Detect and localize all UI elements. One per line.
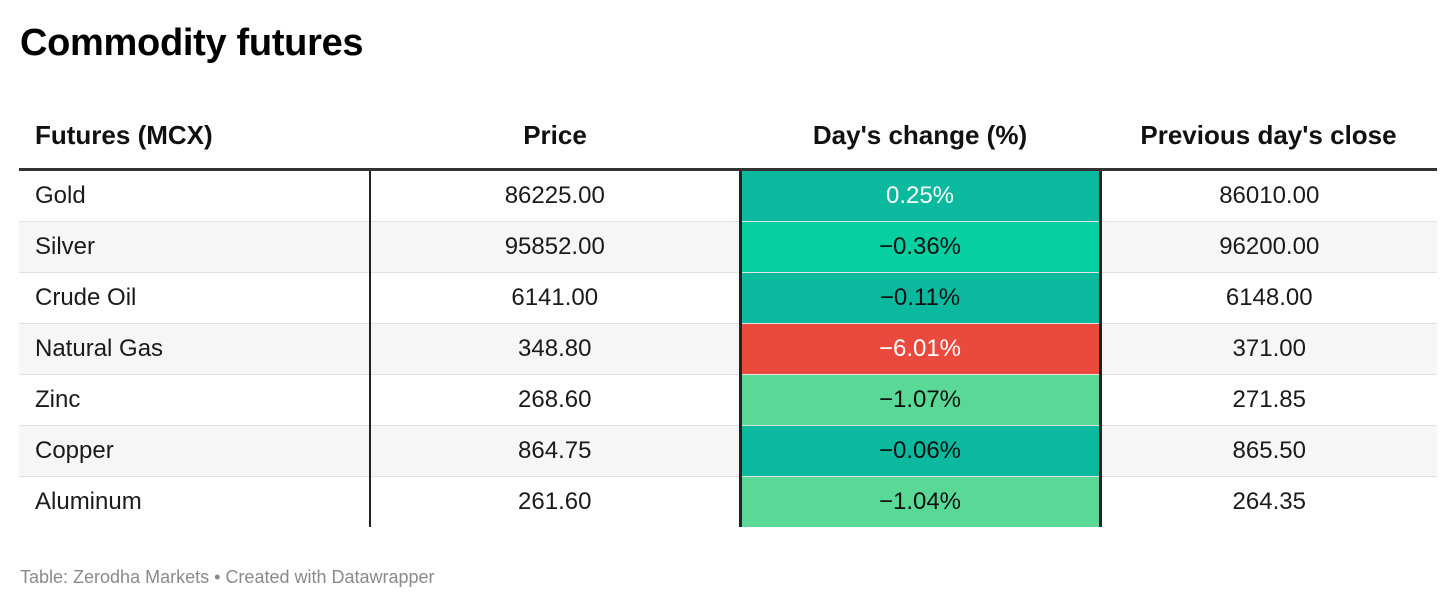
footer-separator: • bbox=[214, 567, 221, 587]
credit-label: Created with Datawrapper bbox=[225, 567, 435, 587]
cell-price: 864.75 bbox=[369, 425, 740, 477]
table-body: Gold 86225.00 0.25% 86010.00 Silver 95852.00−… bbox=[19, 169, 1437, 527]
cell-commodity-name: Gold bbox=[19, 169, 370, 222]
cell-commodity-name: Copper bbox=[19, 425, 370, 477]
cell-days-change: −6.01% bbox=[738, 323, 1102, 375]
cell-commodity-name: Silver bbox=[19, 221, 370, 273]
cell-days-change: 0.25% bbox=[738, 169, 1102, 222]
cell-previous-close: 96200.00 bbox=[1100, 221, 1437, 273]
cell-price: 6141.00 bbox=[369, 272, 740, 324]
cell-days-change: −1.04% bbox=[738, 476, 1102, 527]
cell-commodity-name: Natural Gas bbox=[19, 323, 370, 375]
table-row: Gold 86225.00 0.25% 86010.00 bbox=[19, 169, 1437, 222]
cell-days-change: −1.07% bbox=[738, 374, 1102, 426]
cell-price: 348.80 bbox=[369, 323, 740, 375]
cell-previous-close: 264.35 bbox=[1232, 488, 1306, 515]
column-header-futures[interactable]: Futures (MCX) bbox=[19, 102, 370, 171]
column-header-days-change[interactable]: Day's change (%) bbox=[740, 102, 1100, 171]
cell-price: 261.60 bbox=[369, 476, 740, 527]
cell-price: 268.60 bbox=[369, 374, 740, 426]
cell-previous-close: 371.00 bbox=[1100, 323, 1437, 375]
table-row: Zinc 268.60 −1.07% 271.85 bbox=[19, 374, 1437, 426]
cell-price: 95852.00 bbox=[369, 221, 740, 273]
table-row: Aluminum 261.60 −1.04% 264.35 bbox=[19, 476, 1437, 527]
table-header-row: Futures (MCX) Price Day's change (%) Pre… bbox=[19, 102, 1437, 171]
source-footer: Table: Zerodha Markets • Created with Da… bbox=[20, 565, 435, 589]
table-row: Crude Oil 6141.00 −0.11% 6148.00 bbox=[19, 272, 1437, 324]
column-header-previous-close[interactable]: Previous day's close bbox=[1100, 102, 1437, 171]
cell-previous-close: 271.85 bbox=[1100, 374, 1437, 426]
cell-previous-close: 86010.00 bbox=[1100, 169, 1437, 222]
cell-commodity-name: Aluminum bbox=[35, 488, 142, 515]
cell-previous-close: 865.50 bbox=[1100, 425, 1437, 477]
cell-previous-close: 6148.00 bbox=[1100, 272, 1437, 324]
cell-commodity-name: Crude Oil bbox=[19, 272, 370, 324]
cell-commodity-name: Zinc bbox=[19, 374, 370, 426]
table-row: Silver 95852.00 −0.36% 96200.00 bbox=[19, 221, 1437, 273]
table-row: Natural Gas 348.80 −6.01% 371.00 bbox=[19, 323, 1437, 375]
source-label: Table: Zerodha Markets bbox=[20, 567, 210, 587]
cell-days-change: −0.36% bbox=[738, 221, 1102, 273]
cell-days-change: −0.11% bbox=[738, 272, 1102, 324]
table-row: Copper 864.75 −0.06% 865.50 bbox=[19, 425, 1437, 477]
commodity-futures-table: Futures (MCX) Price Day's change (%) Pre… bbox=[19, 102, 1437, 527]
column-header-price[interactable]: Price bbox=[370, 102, 740, 171]
cell-days-change: −0.06% bbox=[738, 425, 1102, 477]
chart-title: Commodity futures bbox=[20, 22, 364, 64]
cell-price: 86225.00 bbox=[369, 169, 740, 222]
